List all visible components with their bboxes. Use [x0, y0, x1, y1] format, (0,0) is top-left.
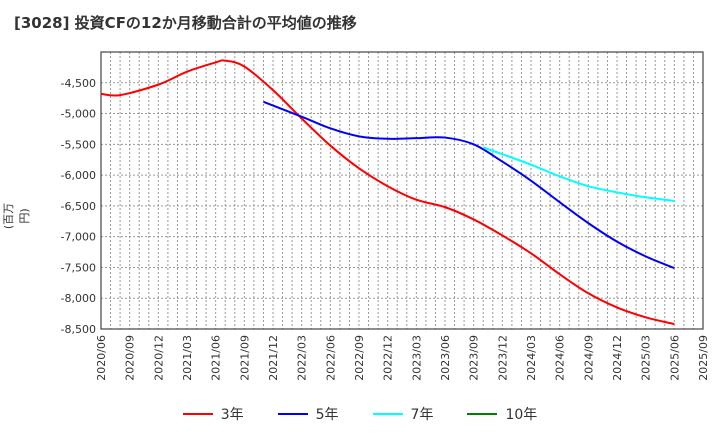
x-tick-label: 2020/12 — [152, 335, 165, 381]
legend-label: 7年 — [410, 407, 434, 423]
legend-swatch — [277, 413, 308, 415]
legend-item: 10年 — [467, 404, 537, 424]
x-tick-label: 2021/03 — [181, 335, 194, 381]
x-tick-label: 2020/09 — [124, 335, 137, 381]
x-tick-label: 2024/09 — [582, 335, 595, 381]
y-tick-label: -8,500 — [61, 323, 96, 336]
x-tick-label: 2022/03 — [296, 335, 309, 381]
x-tick-label: 2021/06 — [210, 335, 223, 381]
x-tick-label: 2023/12 — [496, 335, 509, 381]
legend-item: 3年 — [182, 404, 244, 424]
legend-label: 5年 — [315, 407, 339, 423]
legend-swatch — [182, 413, 213, 415]
x-tick-label: 2024/06 — [554, 335, 567, 381]
y-tick-label: -6,000 — [61, 169, 96, 182]
chart-title: [3028] 投資CFの12か月移動合計の平均値の推移 — [14, 14, 357, 32]
x-tick-label: 2021/12 — [267, 335, 280, 381]
series-line-5年 — [263, 100, 675, 269]
x-tick-label: 2022/09 — [353, 335, 366, 381]
x-tick-label: 2022/12 — [382, 335, 395, 381]
series-line-7年 — [482, 146, 675, 202]
x-tick-label: 2023/06 — [439, 335, 452, 381]
x-tick-label: 2025/03 — [640, 335, 653, 381]
x-tick-label: 2023/03 — [410, 335, 423, 381]
x-tick-label: 2022/06 — [324, 335, 337, 381]
legend-label: 3年 — [220, 407, 244, 423]
y-tick-label: -7,500 — [61, 261, 96, 274]
y-tick-label: -6,500 — [61, 200, 96, 213]
legend: 3年 5年 7年 10年 — [0, 404, 720, 424]
x-tick-label: 2024/03 — [525, 335, 538, 381]
x-tick-label: 2020/06 — [95, 335, 108, 381]
x-tick-label: 2025/09 — [697, 335, 710, 381]
x-tick-label: 2024/12 — [611, 335, 624, 381]
legend-item: 5年 — [277, 404, 339, 424]
y-tick-label: -4,500 — [61, 77, 96, 90]
legend-label: 10年 — [505, 407, 538, 423]
y-tick-label: -5,500 — [61, 138, 96, 151]
legend-swatch — [467, 413, 498, 415]
x-tick-label: 2023/09 — [468, 335, 481, 381]
plot-frame — [100, 51, 704, 330]
y-tick-label: -8,000 — [61, 292, 96, 305]
series-line-3年 — [100, 59, 675, 326]
legend-item: 7年 — [372, 404, 434, 424]
legend-swatch — [372, 413, 403, 415]
x-tick-label: 2025/06 — [668, 335, 681, 381]
x-tick-label: 2021/09 — [238, 335, 251, 381]
y-tick-label: -5,000 — [61, 108, 96, 121]
y-tick-label: -7,000 — [61, 231, 96, 244]
